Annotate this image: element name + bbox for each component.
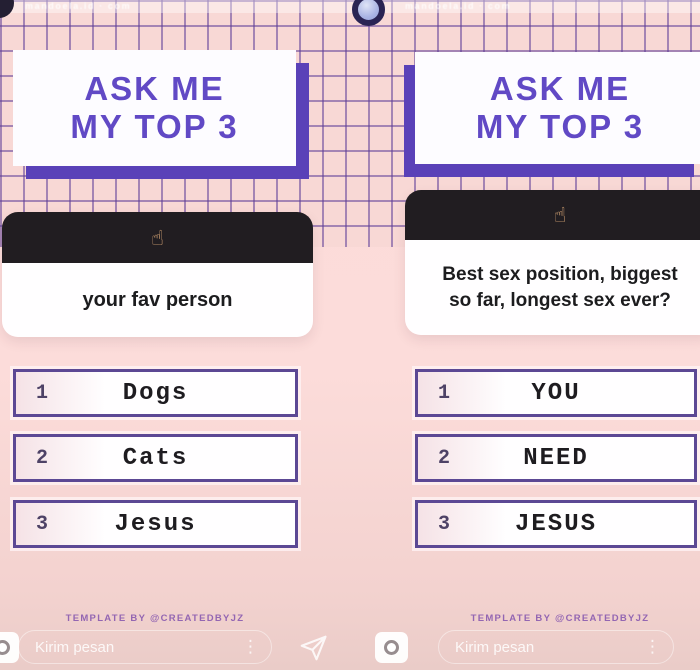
answer-row: 3 Jesus bbox=[13, 500, 298, 548]
camera-lens-icon bbox=[384, 640, 399, 655]
answer-rank: 3 bbox=[36, 512, 49, 536]
watermark: mandoela.id · com bbox=[25, 1, 132, 11]
camera-icon[interactable] bbox=[0, 632, 19, 663]
more-options-icon[interactable]: ⋮ bbox=[644, 636, 661, 657]
message-placeholder: Kirim pesan bbox=[455, 638, 535, 656]
answer-row: 1 YOU bbox=[415, 369, 697, 417]
story-panel-left: mandoela.id · com ASK ME MY TOP 3 ☝ your… bbox=[0, 1, 328, 664]
question-sticker-bar: ☝ bbox=[405, 190, 700, 240]
template-credit: TEMPLATE BY @CREATEDBYJZ bbox=[65, 613, 245, 624]
answer-row: 1 Dogs bbox=[13, 369, 298, 417]
watermark: mandoela.id · com bbox=[405, 1, 512, 11]
story-panel-right: mandoela.id · com ASK ME MY TOP 3 ☝ Best… bbox=[350, 0, 700, 670]
answer-text: Dogs bbox=[122, 379, 189, 407]
question-sticker-bar: ☝ bbox=[2, 212, 313, 263]
question-text: your fav person bbox=[82, 288, 233, 311]
answer-text: JESUS bbox=[514, 510, 597, 538]
send-icon[interactable] bbox=[298, 633, 328, 663]
camera-lens-icon bbox=[0, 640, 10, 655]
answer-text: Jesus bbox=[114, 510, 197, 538]
question-sticker-body: your fav person bbox=[2, 263, 313, 337]
header-title-line2: MY TOP 3 bbox=[70, 108, 239, 145]
header-title-line1: ASK ME bbox=[84, 70, 225, 107]
pointing-finger-icon: ☝ bbox=[151, 225, 164, 250]
message-input[interactable]: Kirim pesan ⋮ bbox=[18, 630, 272, 664]
answer-row: 2 Cats bbox=[13, 434, 298, 482]
header-title-line2: MY TOP 3 bbox=[475, 108, 645, 145]
message-input[interactable]: Kirim pesan ⋮ bbox=[438, 630, 674, 664]
template-credit: TEMPLATE BY @CREATEDBYJZ bbox=[470, 613, 650, 624]
header-card: ASK ME MY TOP 3 bbox=[13, 50, 296, 166]
question-sticker[interactable]: ☝ your fav person bbox=[2, 212, 313, 337]
question-sticker[interactable]: ☝ Best sex position, biggest so far, lon… bbox=[405, 190, 700, 335]
message-placeholder: Kirim pesan bbox=[35, 638, 115, 656]
more-options-icon[interactable]: ⋮ bbox=[242, 636, 259, 657]
camera-icon[interactable] bbox=[375, 632, 408, 663]
answer-text: NEED bbox=[523, 444, 589, 472]
question-sticker-body: Best sex position, biggest so far, longe… bbox=[405, 240, 700, 335]
question-text: Best sex position, biggest so far, longe… bbox=[442, 263, 678, 311]
answer-rank: 1 bbox=[438, 381, 451, 405]
answer-rank: 3 bbox=[438, 512, 451, 536]
answer-text: Cats bbox=[122, 444, 189, 472]
answer-row: 2 NEED bbox=[415, 434, 697, 482]
answer-rank: 1 bbox=[36, 381, 49, 405]
answer-text: YOU bbox=[531, 379, 581, 407]
header-card: ASK ME MY TOP 3 bbox=[415, 52, 700, 164]
answer-rank: 2 bbox=[438, 446, 451, 470]
pointing-finger-icon: ☝ bbox=[553, 203, 567, 227]
avatar[interactable] bbox=[352, 0, 385, 26]
answer-row: 3 JESUS bbox=[415, 500, 697, 548]
answer-rank: 2 bbox=[36, 446, 49, 470]
header-title-line1: ASK ME bbox=[489, 70, 631, 107]
